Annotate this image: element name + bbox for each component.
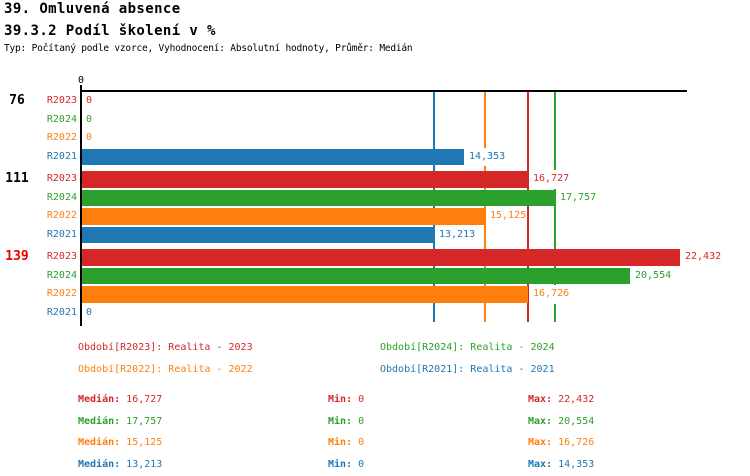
stat-median-label: Medián: [78,415,121,427]
stat-min-label: Min: [328,394,353,405]
bar-value-label: 0 [85,303,94,322]
bar [82,189,555,206]
series-label: R2024 [46,191,77,203]
stat-max-label: Max: [528,458,553,470]
bar-value-label: 16,727 [532,170,571,189]
group-label: 111 [5,171,29,186]
stat-max-label: Max: [528,415,553,427]
stat-max-r2023: Max: 22,432 [528,394,595,405]
bar [82,226,434,243]
bar [82,148,464,165]
bar-value-label: 0 [85,129,94,148]
bar-value-label: 13,213 [438,225,477,244]
median-line-r2023 [527,91,529,322]
stat-median-r2022: Medián: 15,125 [78,437,163,448]
bar-value-label: 14,353 [468,147,507,166]
bar [82,286,528,303]
bar-value-label: 15,125 [489,207,528,226]
stat-median-r2024: Medián: 17,757 [78,415,163,427]
bar-value-label: 22,432 [684,248,723,267]
stat-min-label: Min: [328,458,353,470]
legend-item-r2022: Období[R2022]: Realita - 2022 [78,363,253,375]
series-label: R2023 [46,173,77,184]
stat-min-label: Min: [328,437,353,448]
bar [82,208,485,225]
x-axis-line [80,90,687,92]
bar-value-label: 16,726 [532,285,571,304]
stat-median-r2021: Medián: 13,213 [78,458,163,470]
stat-min-r2021: Min: 0 [328,458,365,470]
series-label: R2023 [46,95,77,106]
group-label: 139 [5,249,29,264]
median-line-r2022 [484,91,486,322]
stat-min-r2023: Min: 0 [328,394,365,405]
stat-max-label: Max: [528,394,553,405]
group-label: 76 [9,93,25,108]
bar-value-label: 20,554 [634,266,673,285]
bar [82,267,630,284]
bar [82,249,680,266]
series-label: R2022 [46,210,77,221]
series-label: R2022 [46,288,77,299]
stat-median-label: Medián: [78,394,121,405]
stat-min-label: Min: [328,415,353,427]
stat-min-r2024: Min: 0 [328,415,365,427]
series-label: R2021 [46,150,77,162]
stat-median-label: Medián: [78,437,121,448]
x-axis-zero-label: 0 [77,75,85,86]
legend-item-r2023: Období[R2023]: Realita - 2023 [78,342,253,353]
series-label: R2024 [46,269,77,281]
stat-max-r2021: Max: 14,353 [528,458,595,470]
bar [82,171,528,188]
series-label: R2024 [46,113,77,125]
y-axis-line [80,85,82,326]
legend-item-r2024: Období[R2024]: Realita - 2024 [380,342,555,353]
median-line-r2024 [554,91,556,322]
stat-max-r2022: Max: 16,726 [528,437,595,448]
bar-value-label: 0 [85,110,94,129]
stat-median-r2023: Medián: 16,727 [78,394,163,405]
series-label: R2022 [46,132,77,143]
report-meta: Typ: Počítaný podle vzorce, Vyhodnocení:… [4,43,413,54]
series-label: R2021 [46,306,77,318]
report-subtitle: 39.3.2 Podíl školení v % [4,23,216,39]
bar-value-label: 0 [85,92,94,111]
stat-max-label: Max: [528,437,553,448]
bar-value-label: 17,757 [559,188,598,207]
report-title: 39. Omluvená absence [4,1,181,17]
stat-median-label: Medián: [78,458,121,470]
series-label: R2023 [46,251,77,262]
series-label: R2021 [46,228,77,240]
stat-min-r2022: Min: 0 [328,437,365,448]
legend-item-r2021: Období[R2021]: Realita - 2021 [380,363,555,375]
median-line-r2021 [433,91,435,322]
stat-max-r2024: Max: 20,554 [528,415,595,427]
